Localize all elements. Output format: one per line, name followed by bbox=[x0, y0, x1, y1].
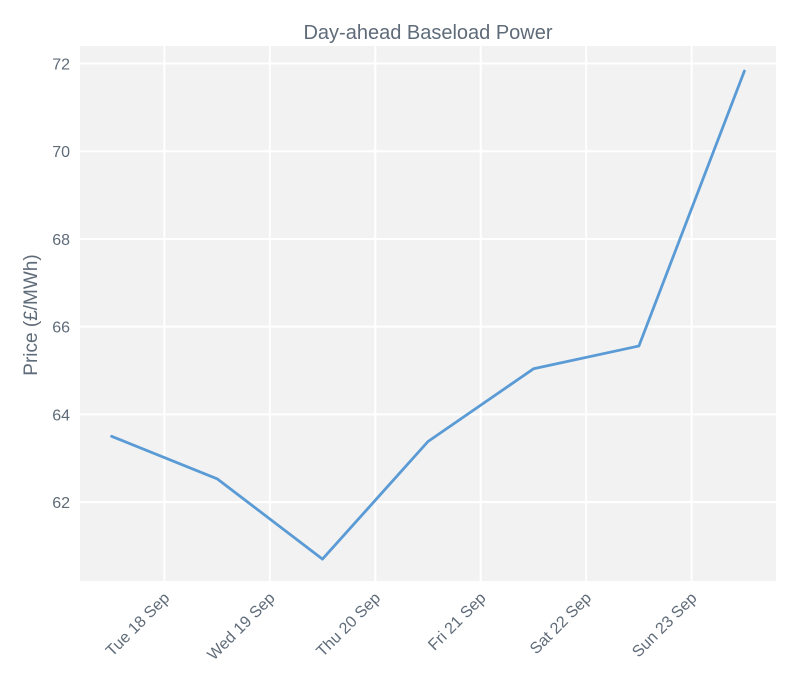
grid-lines bbox=[80, 46, 776, 581]
y-axis-ticks: 62 64 66 68 70 72 bbox=[52, 57, 70, 513]
y-tick-label: 62 bbox=[52, 495, 70, 512]
y-tick-label: 66 bbox=[52, 320, 70, 337]
y-axis-label: Price (£/MWh) bbox=[21, 254, 42, 375]
y-tick-label: 72 bbox=[52, 57, 70, 74]
x-tick-label: Sat 22 Sep bbox=[527, 590, 595, 658]
series-line bbox=[110, 69, 746, 561]
x-axis-ticks: Tue 18 Sep Wed 19 Sep Thu 20 Sep Fri 21 Sep… bbox=[103, 590, 700, 664]
x-tick-label: Sun 23 Sep bbox=[629, 590, 700, 661]
plot-area bbox=[80, 46, 776, 581]
y-tick-label: 70 bbox=[52, 144, 70, 161]
x-tick-label: Thu 20 Sep bbox=[314, 590, 385, 661]
chart-title: Day-ahead Baseload Power bbox=[303, 22, 552, 44]
y-tick-label: 68 bbox=[52, 232, 70, 249]
x-tick-label: Fri 21 Sep bbox=[425, 590, 489, 654]
y-tick-label: 64 bbox=[52, 407, 70, 424]
x-tick-label: Wed 19 Sep bbox=[205, 590, 279, 664]
x-tick-label: Tue 18 Sep bbox=[103, 590, 173, 660]
